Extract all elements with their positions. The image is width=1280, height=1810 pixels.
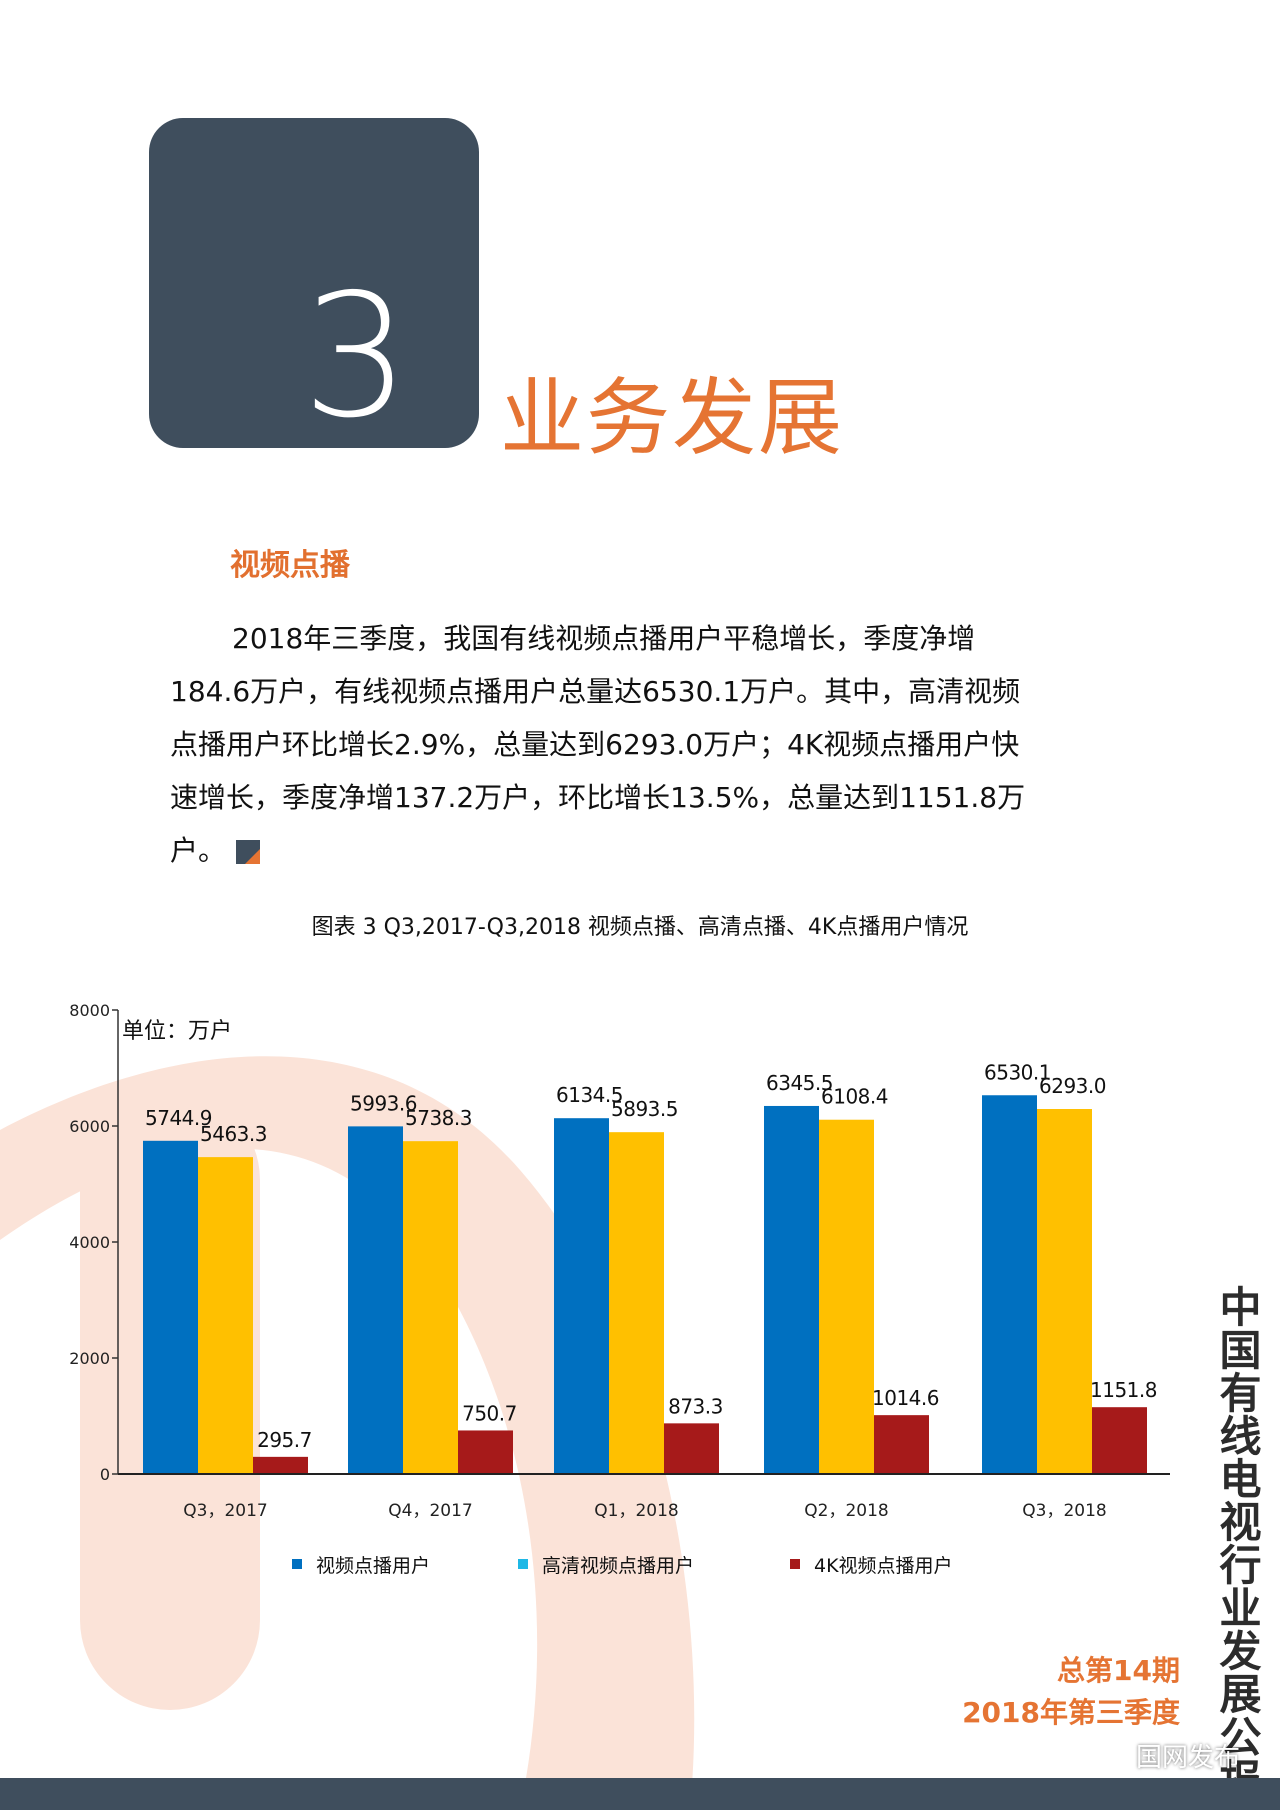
chart-caption: 图表 3 Q3,2017-Q3,2018 视频点播、高清点播、4K点播用户情况 bbox=[311, 915, 969, 940]
data-label: 5893.5 bbox=[611, 1097, 678, 1121]
legend-swatch bbox=[790, 1559, 800, 1569]
x-tick-label: Q3，2018 bbox=[1022, 1501, 1106, 1521]
data-label: 5744.9 bbox=[145, 1106, 212, 1130]
footer-bar bbox=[0, 1778, 1280, 1810]
legend-label: 4K视频点播用户 bbox=[814, 1555, 953, 1577]
x-tick-label: Q1，2018 bbox=[594, 1501, 678, 1521]
data-label: 873.3 bbox=[668, 1394, 723, 1418]
legend: 视频点播用户 高清视频点播用户 4K视频点播用户 bbox=[292, 1555, 953, 1577]
body-line: 184.6万户，有线视频点播用户总量达6530.1万户。其中，高清视频 bbox=[170, 675, 1021, 708]
body-line: 2018年三季度，我国有线视频点播用户平稳增长，季度净增 bbox=[232, 622, 976, 655]
x-tick-label: Q3，2017 bbox=[183, 1501, 267, 1521]
bar bbox=[348, 1126, 403, 1474]
bar bbox=[982, 1095, 1037, 1474]
legend-swatch bbox=[292, 1559, 302, 1569]
section-number-box bbox=[149, 118, 479, 448]
body-line: 速增长，季度净增137.2万户，环比增长13.5%，总量达到1151.8万 bbox=[170, 781, 1026, 814]
y-tick-label: 4000 bbox=[69, 1233, 110, 1252]
bar bbox=[554, 1118, 609, 1474]
bar bbox=[403, 1141, 458, 1474]
bar bbox=[253, 1456, 308, 1474]
data-label: 1014.6 bbox=[872, 1386, 939, 1410]
y-tick-label: 0 bbox=[100, 1465, 110, 1484]
legend-swatch bbox=[518, 1559, 528, 1569]
x-tick-label: Q2，2018 bbox=[804, 1501, 888, 1521]
bg-arc-shape bbox=[0, 1056, 695, 1810]
section-title: 业务发展 bbox=[500, 369, 845, 467]
x-tick-label: Q4，2017 bbox=[388, 1501, 472, 1521]
data-label: 6134.5 bbox=[556, 1083, 623, 1107]
bars bbox=[143, 1095, 1147, 1474]
issue-number: 总第14期 bbox=[1057, 1654, 1180, 1687]
body-line-last: 户。 bbox=[170, 824, 1110, 877]
body-line: 点播用户环比增长2.9%，总量达到6293.0万户；4K视频点播用户快 bbox=[170, 728, 1020, 761]
x-axis: Q3，2017 Q4，2017 Q1，2018 Q2，2018 Q3，2018 bbox=[118, 1473, 1170, 1521]
legend-label: 高清视频点播用户 bbox=[542, 1555, 694, 1577]
season-label: 2018年第三季度 bbox=[962, 1696, 1180, 1729]
watermark-text: 国网发布 bbox=[1135, 1742, 1240, 1773]
bar bbox=[609, 1132, 664, 1474]
legend-label: 视频点播用户 bbox=[316, 1555, 430, 1577]
body-paragraph: 2018年三季度，我国有线视频点播用户平稳增长，季度净增 184.6万户，有线视… bbox=[170, 612, 1110, 877]
data-label: 6293.0 bbox=[1039, 1074, 1106, 1098]
bar bbox=[819, 1119, 874, 1474]
data-label: 5463.3 bbox=[200, 1122, 267, 1146]
side-title: 中国有线电视行业发展公报 bbox=[1213, 1285, 1262, 1801]
body-line-text: 户。 bbox=[170, 834, 227, 867]
bar bbox=[458, 1430, 513, 1474]
bar bbox=[143, 1140, 198, 1474]
data-label: 750.7 bbox=[462, 1401, 517, 1425]
section-number: 3 bbox=[301, 258, 411, 456]
data-label: 5993.6 bbox=[350, 1091, 417, 1115]
data-label: 5738.3 bbox=[405, 1106, 472, 1130]
data-label: 6345.5 bbox=[766, 1071, 833, 1095]
bar bbox=[1092, 1407, 1147, 1474]
y-tick-label: 8000 bbox=[69, 1001, 110, 1020]
watermark: 国网发布 bbox=[1089, 1737, 1240, 1773]
bar bbox=[664, 1423, 719, 1474]
sub-heading: 视频点播 bbox=[230, 548, 350, 583]
unit-label: 单位：万户 bbox=[122, 1019, 232, 1044]
y-tick-label: 6000 bbox=[69, 1117, 110, 1136]
corner-square-icon bbox=[236, 840, 261, 864]
data-label: 6108.4 bbox=[821, 1085, 888, 1109]
bar bbox=[874, 1415, 929, 1474]
wechat-icon bbox=[1089, 1740, 1126, 1768]
data-label: 1151.8 bbox=[1090, 1378, 1157, 1402]
y-tick-label: 2000 bbox=[69, 1349, 110, 1368]
data-label: 295.7 bbox=[257, 1428, 312, 1452]
bar bbox=[764, 1105, 819, 1474]
y-axis: 0 2000 4000 6000 8000 单位：万户 bbox=[69, 1001, 232, 1484]
bar bbox=[1037, 1109, 1092, 1474]
data-label: 6530.1 bbox=[984, 1060, 1051, 1084]
bar bbox=[198, 1157, 253, 1474]
